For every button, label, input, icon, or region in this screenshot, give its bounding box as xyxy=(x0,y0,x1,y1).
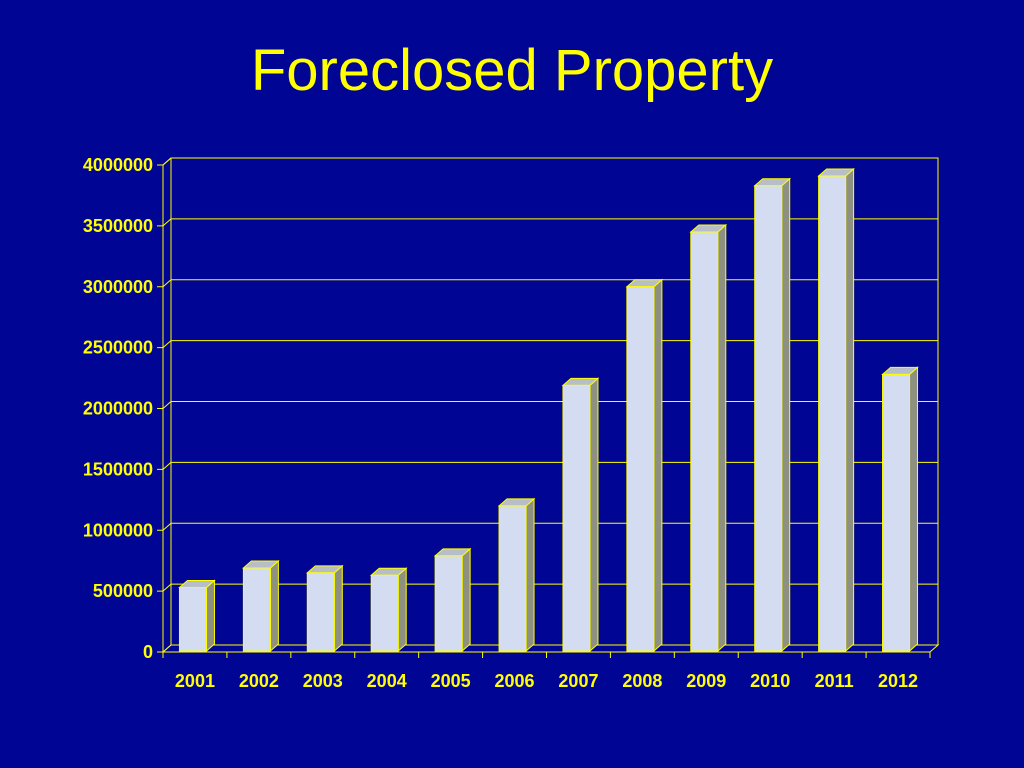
bar-side xyxy=(525,497,535,653)
wall-tick xyxy=(162,340,172,349)
bar-front xyxy=(626,286,655,652)
x-tick-label: 2010 xyxy=(750,671,790,691)
y-tick-label: 3000000 xyxy=(83,277,153,297)
y-tick-label: 2500000 xyxy=(83,338,153,358)
axes xyxy=(157,157,940,658)
y-tick-labels: 0 500000 1000000 1500000 2000000 2500000 30000… xyxy=(83,155,153,662)
x-tick-label: 2001 xyxy=(175,671,215,691)
bar-2008 xyxy=(625,278,664,653)
y-tick-label: 0 xyxy=(143,642,153,662)
bar-2007 xyxy=(561,377,600,653)
bar-2002 xyxy=(242,559,280,653)
x-tick-label: 2009 xyxy=(686,671,726,691)
chart-title: Foreclosed Property xyxy=(250,38,774,103)
y-tick-label: 4000000 xyxy=(83,155,153,175)
wall-tick xyxy=(162,401,172,409)
wall-tick xyxy=(162,218,172,227)
x-tick-label: 2011 xyxy=(815,671,854,691)
bar-side xyxy=(589,377,599,653)
bar-front xyxy=(498,505,527,652)
wall-tick xyxy=(162,279,172,288)
y-tick-label: 1000000 xyxy=(83,520,153,540)
bar-front xyxy=(690,231,719,652)
wall-tick xyxy=(162,583,172,592)
bar-front xyxy=(370,574,399,652)
x-tick-label: 2005 xyxy=(431,671,471,691)
bar-2001 xyxy=(178,579,216,653)
x-tick-labels: 2001 2002 2003 2004 2005 2006 2007 2008 2009 2010… xyxy=(175,671,918,691)
bar-side xyxy=(845,167,855,653)
bar-2005 xyxy=(433,547,472,653)
y-tick-label: 1500000 xyxy=(83,459,153,479)
bar-side xyxy=(461,547,471,653)
y-tick-label: 500000 xyxy=(93,581,153,601)
bar-front xyxy=(242,567,271,652)
bar-2006 xyxy=(497,497,536,653)
wall-top xyxy=(162,157,172,166)
y-tick-label: 3500000 xyxy=(83,216,153,236)
bar-2010 xyxy=(753,177,792,653)
bar-2003 xyxy=(305,564,344,653)
x-tick-label: 2006 xyxy=(495,671,535,691)
bar-front xyxy=(882,373,911,652)
bar-front xyxy=(754,185,783,652)
bar-side xyxy=(909,366,919,653)
x-tick-label: 2003 xyxy=(303,671,343,691)
bar-2004 xyxy=(369,567,408,653)
x-tick-label: 2004 xyxy=(367,671,407,691)
x-tick-label: 2012 xyxy=(878,671,918,691)
bar-side xyxy=(397,567,407,653)
bar-side xyxy=(717,223,727,653)
x-tick-label: 2002 xyxy=(239,671,279,691)
bar-side xyxy=(269,559,279,653)
x-tick-label: 2008 xyxy=(622,671,662,691)
bar-side xyxy=(653,278,663,653)
wall-tick xyxy=(162,461,172,470)
bar-side xyxy=(205,579,215,653)
bars xyxy=(178,167,919,653)
bar-front xyxy=(178,586,207,652)
y-tick-label: 2000000 xyxy=(83,399,153,419)
x-tick-label: 2007 xyxy=(558,671,598,691)
bar-side xyxy=(781,177,791,653)
bar-side xyxy=(333,564,343,653)
bar-front xyxy=(818,175,847,652)
bar-2009 xyxy=(689,223,728,653)
bar-front xyxy=(562,384,591,652)
wall-tick xyxy=(162,522,172,531)
bar-front xyxy=(434,555,463,652)
bar-2011 xyxy=(817,167,855,653)
bar-2012 xyxy=(881,366,919,653)
bar-front xyxy=(306,572,335,652)
